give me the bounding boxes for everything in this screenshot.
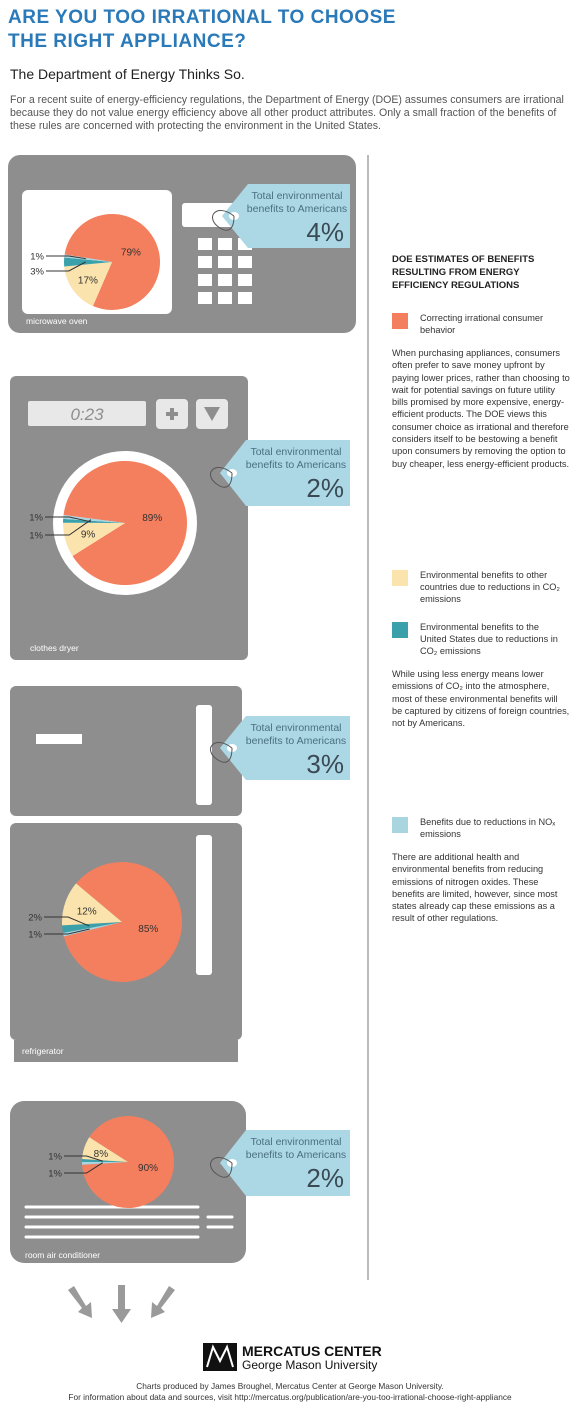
legend-label: Correcting irrational consumer behavior: [420, 313, 544, 335]
tag: [220, 440, 350, 506]
pie-slice: [62, 922, 122, 937]
pie-slice: [63, 515, 125, 523]
tag: [220, 716, 350, 780]
pie-slice: [82, 1137, 128, 1162]
leader-line: [44, 916, 90, 927]
leader-line: [45, 519, 92, 536]
value-label: 1%: [29, 531, 43, 542]
tag-annotation: Total environmental benefits to American…: [245, 1136, 347, 1161]
tag-annotation: Total environmental benefits to American…: [246, 190, 348, 215]
pie-slice: [62, 922, 122, 933]
pie-slice: [62, 883, 122, 926]
timer-display: 0:23: [70, 405, 104, 424]
leader-line: [64, 1162, 103, 1174]
appliance-label: clothes dryer: [30, 643, 79, 653]
pie-slice: [82, 1116, 175, 1208]
tag-total: 3%: [306, 749, 344, 779]
value-label: 9%: [81, 530, 96, 541]
legend-heading: DOE ESTIMATES OF BENEFITS RESULTING FROM…: [392, 254, 535, 291]
pie-slice: [82, 1158, 128, 1162]
value-label: 12%: [77, 906, 97, 917]
source: For information about data and sources, …: [68, 1392, 512, 1402]
leader-line: [46, 261, 86, 272]
tag: [222, 184, 350, 248]
tag-string: [210, 467, 233, 488]
intro: For a recent suite of energy-efficiency …: [10, 94, 564, 132]
pie-slice: [63, 522, 125, 557]
legend-label: Environmental benefits to other countrie…: [420, 570, 560, 604]
university: George Mason University: [242, 1358, 378, 1372]
credit: Charts produced by James Broughel, Merca…: [136, 1381, 444, 1391]
pie-slice: [63, 518, 125, 523]
legend-note: There are additional health and environm…: [392, 852, 558, 924]
tag: [220, 1130, 350, 1196]
leader-line: [45, 516, 92, 523]
value-label: 1%: [28, 930, 42, 941]
pie-slice: [64, 254, 112, 262]
tag-string: [210, 742, 233, 763]
legend-note: While using less energy means lower emis…: [392, 669, 570, 729]
pie-slice: [63, 862, 182, 983]
tag-total: 2%: [306, 473, 344, 503]
value-label: 1%: [30, 252, 44, 263]
legend-swatch: [392, 313, 408, 329]
tag-string: [210, 1157, 233, 1178]
value-label: 89%: [142, 513, 162, 524]
value-label: 8%: [94, 1149, 109, 1160]
logo: [203, 1343, 237, 1371]
legend-swatch: [392, 622, 408, 638]
value-label: 1%: [29, 513, 43, 524]
pie-slice: [82, 1161, 128, 1165]
org-name: MERCATUS CENTER: [242, 1343, 382, 1359]
pie-slice: [64, 262, 112, 307]
legend-label: Environmental benefits to the United Sta…: [420, 622, 558, 656]
tag-annotation: Total environmental benefits to American…: [245, 722, 347, 747]
legend-note: When purchasing appliances, consumers of…: [392, 348, 570, 469]
tag-total: 2%: [306, 1163, 344, 1193]
tag-total: 4%: [306, 217, 344, 247]
pie-slice: [63, 461, 187, 585]
leader-line: [46, 255, 86, 260]
value-label: 17%: [78, 275, 98, 286]
value-label: 79%: [121, 248, 141, 259]
value-label: 85%: [138, 924, 158, 935]
pie-slice: [64, 214, 160, 310]
pie-slice: [64, 257, 112, 267]
legend-swatch: [392, 817, 408, 833]
tag-annotation: Total environmental benefits to American…: [245, 446, 347, 471]
value-label: 1%: [48, 1152, 62, 1163]
value-label: 3%: [30, 267, 44, 278]
legend-swatch: [392, 570, 408, 586]
subtitle: The Department of Energy Thinks So.: [10, 66, 245, 82]
leader-line: [44, 928, 90, 935]
value-label: 1%: [48, 1169, 62, 1180]
appliance-label: microwave oven: [26, 316, 88, 326]
legend-label: Benefits due to reductions in NOₓ emissi…: [420, 817, 556, 839]
appliance-label: room air conditioner: [25, 1250, 101, 1260]
value-label: 2%: [28, 913, 42, 924]
leader-line: [64, 1155, 103, 1162]
value-label: 90%: [138, 1163, 158, 1174]
appliance-label: refrigerator: [22, 1046, 64, 1056]
tag-string: [212, 210, 235, 231]
title: ARE YOU TOO IRRATIONAL TO CHOOSE THE RIG…: [8, 7, 396, 52]
